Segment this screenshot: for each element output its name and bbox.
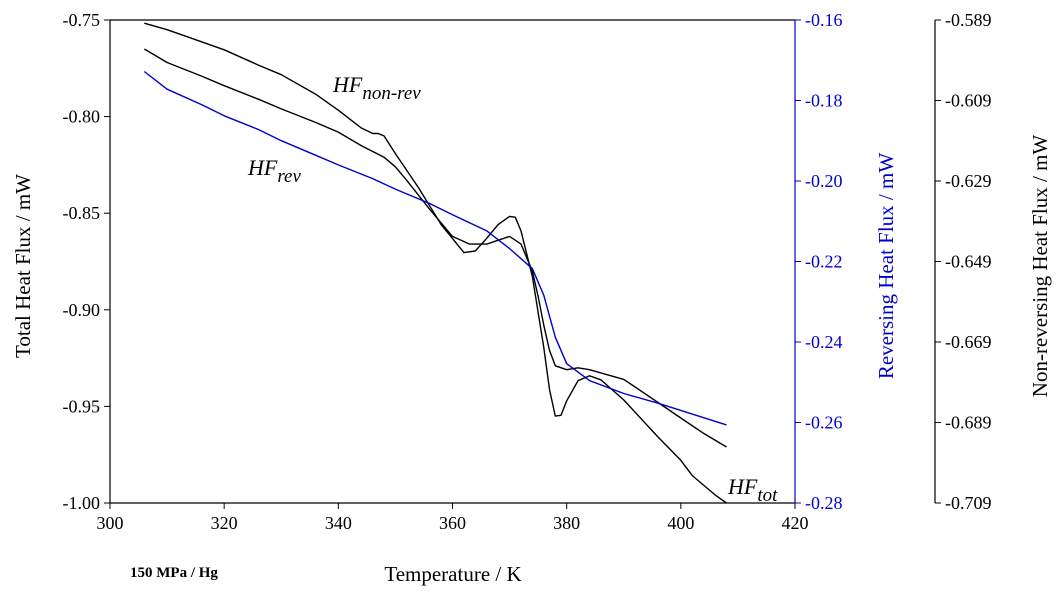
left-tick-label: -0.85 <box>63 203 101 223</box>
series-line-non-rev <box>144 22 727 504</box>
left-tick-label: -0.80 <box>63 107 101 127</box>
series-label-rev: HFrev <box>247 155 301 187</box>
right-outer-tick-label: -0.649 <box>945 252 992 272</box>
right-outer-tick-label: -0.689 <box>945 413 992 433</box>
right-inner-tick-label: -0.26 <box>805 413 843 433</box>
right-inner-tick-label: -0.24 <box>805 332 843 352</box>
series-line-rev <box>143 70 727 426</box>
left-axis-label: Total Heat Flux / mW <box>11 174 35 358</box>
right-inner-tick-label: -0.18 <box>805 91 843 111</box>
right-outer-tick-label: -0.669 <box>945 332 992 352</box>
right-outer-axis-label: Non-reversing Heat Flux / mW <box>1028 135 1052 398</box>
right-inner-tick-label: -0.16 <box>805 10 843 30</box>
sample-annotation: 150 MPa / Hg <box>130 565 218 581</box>
series-label-tot: HFtot <box>727 474 778 506</box>
series-lines <box>143 22 727 504</box>
right-outer-tick-label: -0.709 <box>945 493 992 513</box>
right-inner-tick-label: -0.28 <box>805 493 843 513</box>
left-tick-label: -1.00 <box>63 493 101 513</box>
left-tick-label: -0.95 <box>63 396 101 416</box>
right-inner-tick-label: -0.20 <box>805 171 843 191</box>
right-inner-tick-label: -0.22 <box>805 252 843 272</box>
right-outer-tick-label: -0.589 <box>945 10 992 30</box>
right-outer-tick-label: -0.609 <box>945 91 992 111</box>
series-labels: HFtot HFnon-rev HFrev <box>247 72 778 506</box>
x-tick-label: 320 <box>211 513 238 533</box>
x-tick-label: 420 <box>782 513 809 533</box>
right-inner-axis-label: Reversing Heat Flux / mW <box>874 153 898 379</box>
left-tick-label: -0.75 <box>63 10 101 30</box>
x-axis-label: Temperature / K <box>384 562 521 586</box>
x-tick-label: 400 <box>667 513 694 533</box>
x-tick-label: 300 <box>97 513 124 533</box>
right-outer-tick-label: -0.629 <box>945 171 992 191</box>
x-tick-label: 380 <box>553 513 580 533</box>
series-label-non-rev: HFnon-rev <box>332 72 421 104</box>
x-tick-label: 360 <box>439 513 466 533</box>
left-tick-label: -0.90 <box>63 300 101 320</box>
series-line-tot <box>143 48 727 448</box>
x-tick-label: 340 <box>325 513 352 533</box>
axis-ticks: 300 320 340 360 380 400 420 -1.00 -0.95 -0.90 -0.8… <box>63 10 992 533</box>
